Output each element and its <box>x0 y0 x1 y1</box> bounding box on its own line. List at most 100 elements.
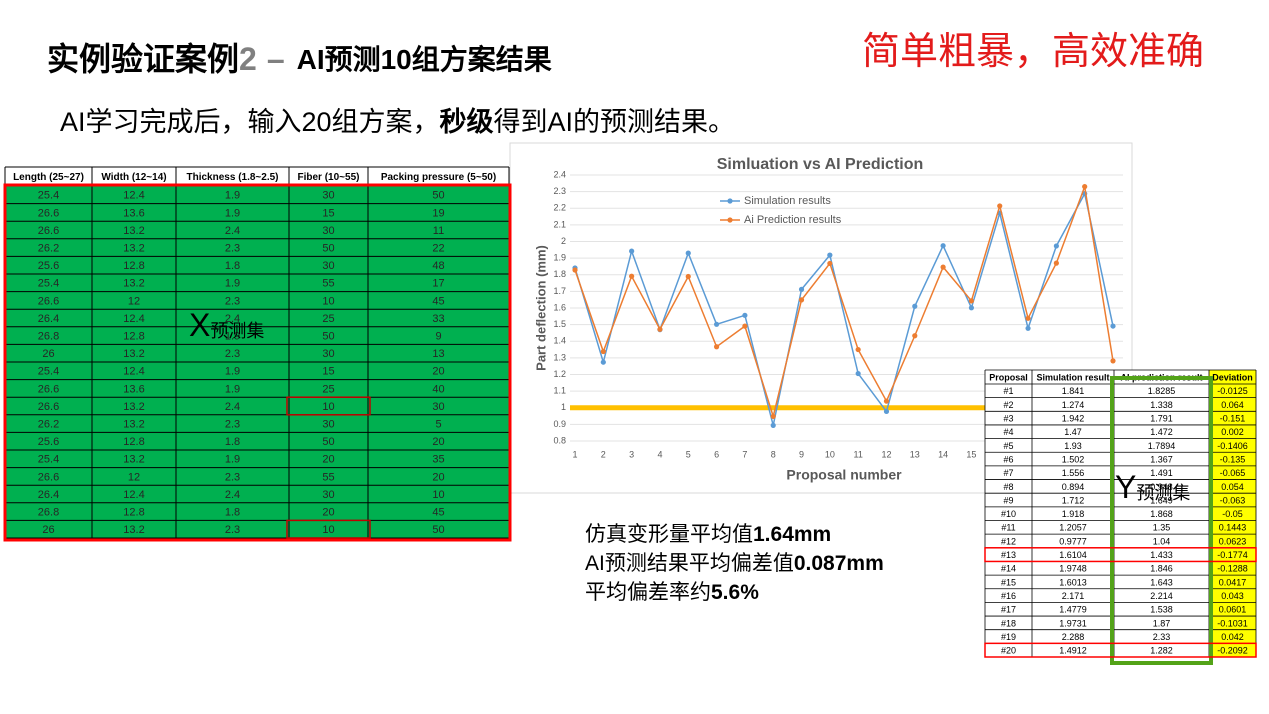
legend-marker <box>727 217 733 223</box>
cell: 1.04 <box>1153 536 1171 546</box>
cell: 30 <box>322 348 334 360</box>
cell: 1.2057 <box>1059 523 1087 533</box>
right-table: Proposal Simulation result AI prediction r… <box>984 369 1257 665</box>
cell: 1.9 <box>225 366 240 378</box>
x-tick-label: 14 <box>938 449 948 459</box>
subtitle-c: 得到AI的预测结果。 <box>494 107 736 137</box>
point <box>855 370 861 377</box>
legend-marker <box>727 198 733 204</box>
cell: 50 <box>322 243 334 255</box>
cell: 20 <box>432 366 444 378</box>
cell: 10 <box>432 489 444 501</box>
y-tick-label: 2.4 <box>553 169 566 179</box>
x-tick-label: 2 <box>601 449 606 459</box>
cell: 26 <box>42 348 54 360</box>
cell: 0.054 <box>1221 482 1244 492</box>
cell: 1.791 <box>1150 414 1173 424</box>
summary: 仿真变形量平均值1.64mm AI预测结果平均偏差值0.087mm 平均偏差率约5.… <box>585 523 884 604</box>
column-header: Packing pressure (5~50) <box>381 172 496 183</box>
cell: 50 <box>432 190 444 202</box>
cell: 35 <box>432 454 444 466</box>
y-tick-label: 1.6 <box>553 302 566 312</box>
cell: #9 <box>1003 495 1013 505</box>
cell: 1.472 <box>1150 427 1173 437</box>
cell: 50 <box>322 436 334 448</box>
cell: 1.841 <box>1062 386 1085 396</box>
cell: 1.538 <box>1150 605 1173 615</box>
cell: #7 <box>1003 468 1013 478</box>
cell: 2.214 <box>1150 591 1173 601</box>
cell: 13.2 <box>123 419 144 431</box>
point <box>968 305 975 311</box>
cell: #14 <box>1001 564 1016 574</box>
cell: 26.6 <box>38 225 59 237</box>
cell: 40 <box>432 383 444 395</box>
cell: 1.9748 <box>1059 564 1087 574</box>
cell: 22 <box>432 243 444 255</box>
deviation-fill <box>1209 370 1256 657</box>
cell: 2.288 <box>1062 632 1085 642</box>
cell: 12.4 <box>123 489 144 501</box>
cell: 1.942 <box>1062 414 1085 424</box>
cell: 12.8 <box>123 260 144 272</box>
cell: 0.0601 <box>1219 605 1247 615</box>
point <box>1082 184 1088 190</box>
x-tick-label: 10 <box>825 449 835 459</box>
cell: 5 <box>435 419 441 431</box>
cell: #1 <box>1003 386 1013 396</box>
left-table: Length (25~27) Width (12~14) Thickness (1.… <box>3 166 512 542</box>
subtitle-a: AI学习完成后，输入20组方案， <box>60 107 440 137</box>
y-tick-label: 1.5 <box>553 319 566 329</box>
cell: 20 <box>432 436 444 448</box>
overlay-small: 预测集 <box>1136 483 1190 503</box>
cell: 10 <box>322 401 334 413</box>
cell: #8 <box>1003 482 1013 492</box>
cell: #6 <box>1003 454 1013 464</box>
cell: 1.433 <box>1150 550 1173 560</box>
cell: 15 <box>322 366 334 378</box>
overlay-small: 预测集 <box>210 321 264 341</box>
cell: 1.4779 <box>1059 605 1087 615</box>
cell: -0.063 <box>1220 495 1246 505</box>
highlight-column <box>1110 376 1213 665</box>
cell: -0.065 <box>1220 468 1246 478</box>
cell: 10 <box>322 524 334 536</box>
cell: 13.6 <box>123 207 144 219</box>
y-tick-label: 2.3 <box>553 186 566 196</box>
highlight-row <box>984 642 1257 658</box>
point <box>912 303 918 309</box>
cell: 48 <box>432 260 444 272</box>
cell: 1.649 <box>1150 495 1173 505</box>
cell: 26.4 <box>38 313 59 325</box>
subtitle: AI学习完成后，输入20组方案，秒级得到AI的预测结果。 <box>60 106 735 137</box>
cell: #3 <box>1003 414 1013 424</box>
cell: 12.4 <box>123 313 144 325</box>
x-tick-label: 13 <box>910 449 920 459</box>
point <box>629 248 635 254</box>
x-tick-label: 8 <box>771 449 776 459</box>
cell: 25 <box>322 313 334 325</box>
cell: 26.6 <box>38 401 59 413</box>
cell: 13.2 <box>123 454 144 466</box>
point <box>685 273 691 280</box>
y-tick-label: 1.9 <box>553 253 566 263</box>
cell: 1.9731 <box>1059 618 1087 628</box>
cell: 10 <box>322 295 334 307</box>
cell: #13 <box>1001 550 1016 560</box>
cell: 15 <box>322 207 334 219</box>
cell: 55 <box>322 471 334 483</box>
x-tick-label: 11 <box>853 449 862 459</box>
summary-line: 平均偏差率约5.6% <box>585 581 759 604</box>
y-tick-label: 0.9 <box>553 419 566 429</box>
cell: 1.643 <box>1150 577 1173 587</box>
y-tick-label: 1.4 <box>553 336 566 346</box>
cell: 20 <box>322 454 334 466</box>
point <box>940 243 946 249</box>
cell: 30 <box>322 419 334 431</box>
cell: 1.846 <box>1150 564 1173 574</box>
point <box>827 260 833 267</box>
x-tick-label: 4 <box>657 449 662 459</box>
cell: 30 <box>322 225 334 237</box>
cell: 0.0623 <box>1219 536 1247 546</box>
cell: 2.3 <box>225 524 240 536</box>
